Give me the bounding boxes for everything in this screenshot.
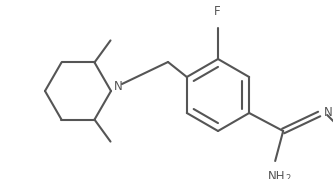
Text: 2: 2 [286,174,291,179]
Text: N: N [114,81,123,93]
Text: F: F [214,5,220,18]
Text: NH: NH [267,170,285,179]
Text: N: N [324,107,333,120]
